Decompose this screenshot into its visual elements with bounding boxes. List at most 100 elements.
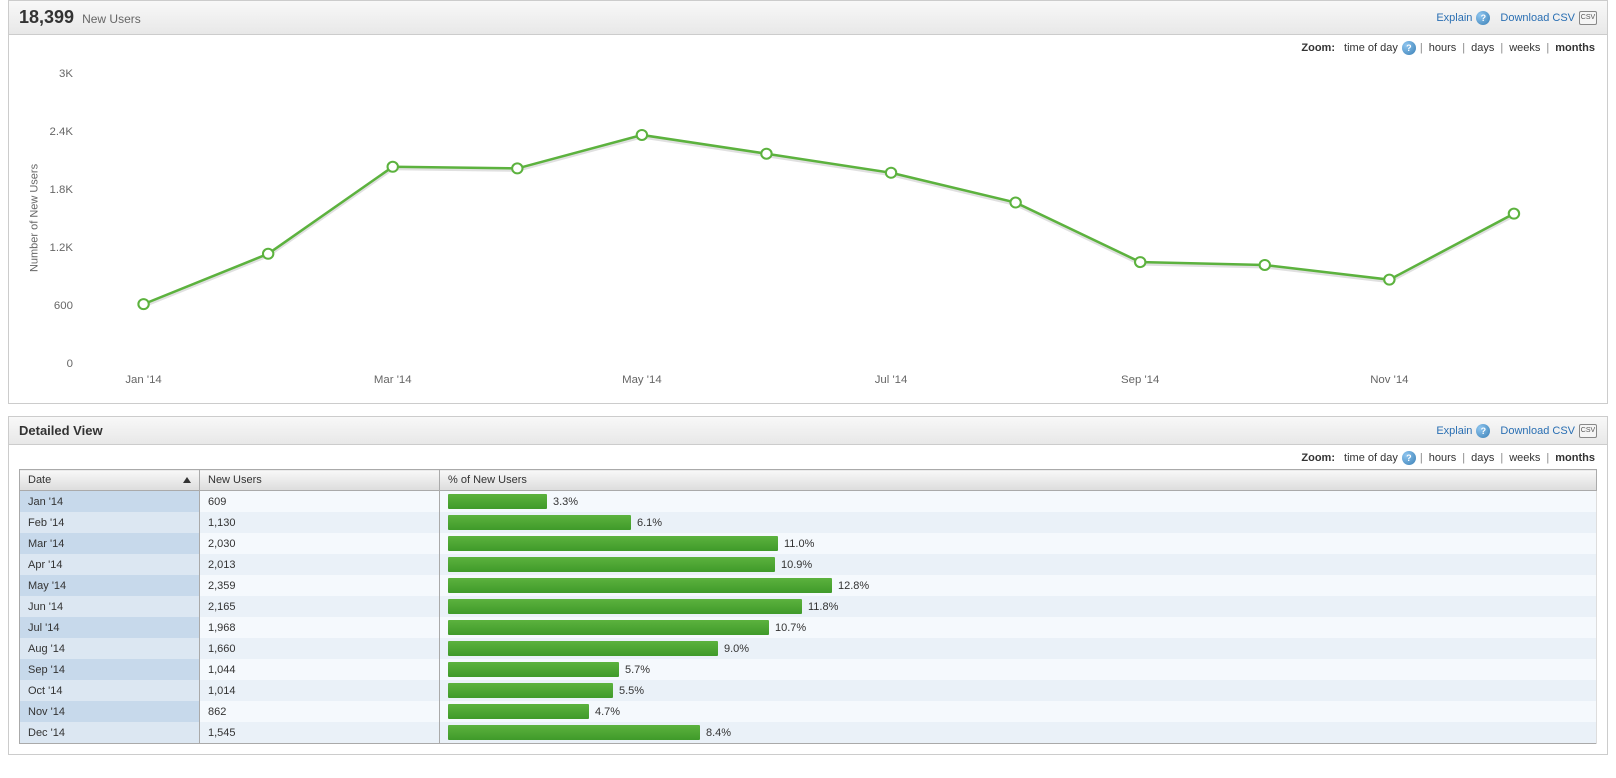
zoom-option-time-of-day[interactable]: time of day [1342,42,1400,54]
download-csv-link[interactable]: Download CSV CSV [1500,11,1597,25]
zoom-option-time-of-day[interactable]: time of day [1342,452,1400,464]
csv-icon: CSV [1579,424,1597,438]
zoom-option-weeks[interactable]: weeks [1507,452,1542,464]
pct-bar-row: 5.7% [448,662,1588,677]
data-point[interactable] [761,149,771,159]
chart-panel-header: 18,399 New Users Explain ? Download CSV … [9,1,1607,35]
x-tick-label: Sep '14 [1121,374,1159,386]
cell-date: Oct '14 [20,680,200,701]
y-tick-label: 0 [67,358,73,370]
data-point[interactable] [1509,209,1519,219]
explain-link[interactable]: Explain ? [1436,11,1490,25]
data-point[interactable] [388,162,398,172]
pct-bar [448,494,547,509]
total-count: 18,399 [19,7,74,28]
pct-label: 8.4% [706,727,731,739]
sort-arrow-icon [183,477,191,483]
y-tick-label: 600 [54,300,73,312]
pct-label: 11.0% [784,538,814,550]
cell-pct: 10.9% [440,554,1597,575]
cell-pct: 6.1% [440,512,1597,533]
new-users-chart-panel: 18,399 New Users Explain ? Download CSV … [8,0,1608,404]
pct-bar-row: 10.7% [448,620,1588,635]
cell-date: Apr '14 [20,554,200,575]
data-point[interactable] [637,130,647,140]
data-point[interactable] [512,163,522,173]
detail-zoom-bar: Zoom: time of day?|hours|days|weeks|mont… [9,445,1607,469]
data-point[interactable] [886,168,896,178]
cell-date: Aug '14 [20,638,200,659]
cell-users: 1,130 [200,512,440,533]
x-tick-label: Jan '14 [125,374,161,386]
detail-header-links: Explain ? Download CSV CSV [1436,424,1597,438]
col-header-pct[interactable]: % of New Users [440,470,1597,491]
zoom-label: Zoom: [1301,42,1335,54]
detailed-view-panel: Detailed View Explain ? Download CSV CSV… [8,416,1608,755]
help-icon: ? [1476,424,1490,438]
pct-label: 4.7% [595,706,620,718]
cell-date: Nov '14 [20,701,200,722]
cell-pct: 3.3% [440,491,1597,513]
pct-bar [448,704,589,719]
download-csv-label: Download CSV [1500,425,1575,437]
cell-date: Dec '14 [20,722,200,744]
table-row: Jul '141,96810.7% [20,617,1597,638]
data-point[interactable] [1384,275,1394,285]
y-tick-label: 1.2K [50,242,74,254]
cell-date: Jun '14 [20,596,200,617]
zoom-option-months[interactable]: months [1553,452,1597,464]
pct-bar [448,557,775,572]
cell-pct: 5.5% [440,680,1597,701]
zoom-option-weeks[interactable]: weeks [1507,42,1542,54]
zoom-option-days[interactable]: days [1469,452,1496,464]
pct-label: 5.5% [619,685,644,697]
pct-bar [448,641,718,656]
csv-icon: CSV [1579,11,1597,25]
help-icon: ? [1476,11,1490,25]
data-point[interactable] [1010,198,1020,208]
pct-label: 11.8% [808,601,838,613]
pct-bar-row: 10.9% [448,557,1588,572]
cell-pct: 11.0% [440,533,1597,554]
col-header-date[interactable]: Date [20,470,200,491]
detail-panel-header: Detailed View Explain ? Download CSV CSV [9,417,1607,445]
y-tick-label: 2.4K [50,126,74,138]
cell-pct: 11.8% [440,596,1597,617]
zoom-option-months[interactable]: months [1553,42,1597,54]
pct-label: 9.0% [724,643,749,655]
table-row: Jun '142,165 11.8% [20,596,1597,617]
explain-link[interactable]: Explain ? [1436,424,1490,438]
x-tick-label: Nov '14 [1370,374,1408,386]
col-header-users-label: New Users [208,474,262,486]
zoom-option-hours[interactable]: hours [1427,452,1459,464]
explain-label: Explain [1436,425,1472,437]
data-point[interactable] [1260,260,1270,270]
line-series [144,135,1514,304]
data-point[interactable] [263,249,273,259]
y-tick-label: 3K [59,68,73,80]
detail-table: Date New Users % of New Users Jan '14609… [19,469,1597,744]
x-tick-label: Mar '14 [374,374,412,386]
col-header-date-label: Date [28,474,51,486]
data-point[interactable] [138,299,148,309]
data-point[interactable] [1135,257,1145,267]
pct-bar-row: 8.4% [448,725,1588,740]
zoom-option-days[interactable]: days [1469,42,1496,54]
col-header-users[interactable]: New Users [200,470,440,491]
explain-label: Explain [1436,12,1472,24]
download-csv-link[interactable]: Download CSV CSV [1500,424,1597,438]
zoom-option-hours[interactable]: hours [1427,42,1459,54]
cell-date: Jul '14 [20,617,200,638]
pct-bar-row: 9.0% [448,641,1588,656]
pct-bar [448,515,631,530]
col-header-pct-label: % of New Users [448,474,527,486]
pct-bar-row: 11.8% [448,599,1588,614]
cell-users: 2,165 [200,596,440,617]
pct-bar-row: 5.5% [448,683,1588,698]
chart-header-links: Explain ? Download CSV CSV [1436,11,1597,25]
table-row: Aug '141,6609.0% [20,638,1597,659]
cell-users: 2,013 [200,554,440,575]
line-chart-svg: 06001.2K1.8K2.4K3KNumber of New UsersJan… [19,63,1597,393]
cell-date: Mar '14 [20,533,200,554]
pct-bar [448,662,619,677]
